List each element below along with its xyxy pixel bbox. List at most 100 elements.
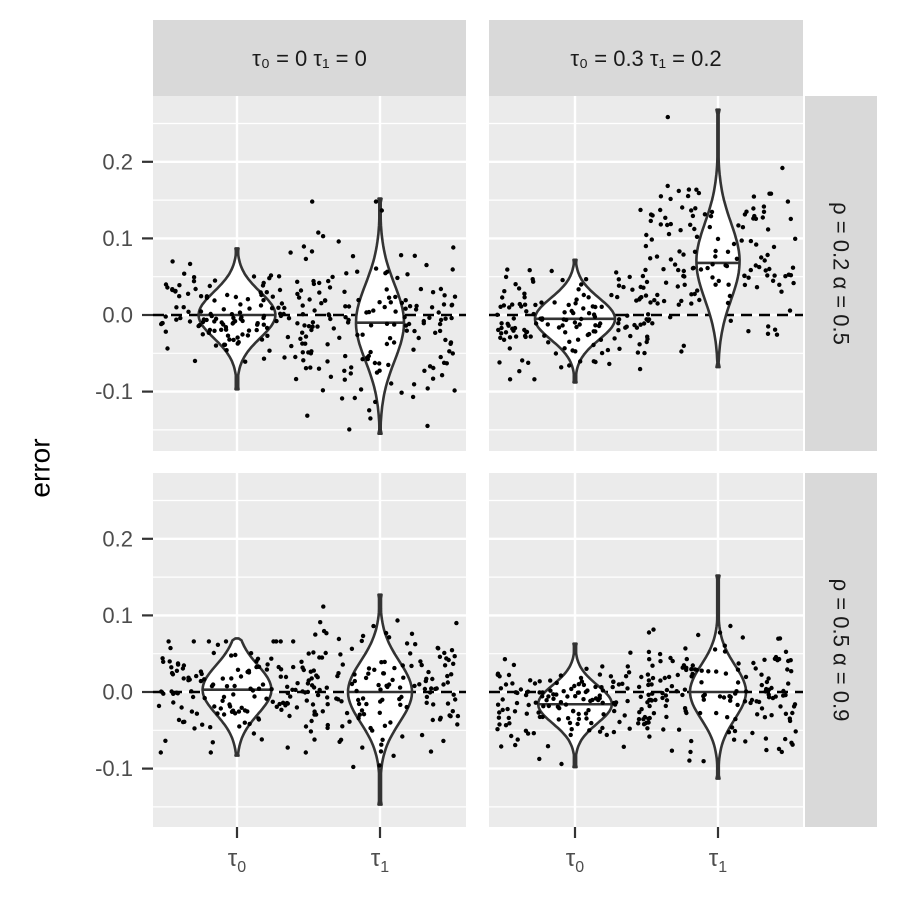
data-point <box>220 698 225 703</box>
data-point <box>731 241 737 247</box>
data-point <box>507 335 513 340</box>
data-point <box>511 662 517 668</box>
data-point <box>325 695 330 700</box>
data-point <box>499 325 504 331</box>
data-point <box>676 267 681 273</box>
data-point <box>644 232 649 238</box>
data-point <box>743 689 749 694</box>
data-point <box>450 267 455 272</box>
data-point <box>413 642 418 647</box>
data-point <box>381 671 387 676</box>
col-strip-label-0: τ₀ = 0 τ₁ = 0 <box>252 46 367 71</box>
row-strip-label-0: ρ = 0.2 α = 0.5 <box>829 202 854 345</box>
data-point <box>202 695 207 701</box>
data-point <box>647 734 652 739</box>
data-point <box>174 305 179 310</box>
data-point <box>599 304 604 309</box>
data-point <box>600 688 606 693</box>
data-point <box>670 658 675 664</box>
data-point <box>617 719 622 725</box>
data-point <box>713 254 718 259</box>
data-point <box>399 694 404 700</box>
data-point <box>282 305 287 311</box>
data-point <box>593 359 598 365</box>
data-point <box>291 664 296 670</box>
data-point <box>674 689 679 694</box>
data-point <box>766 324 771 329</box>
data-point <box>517 301 522 307</box>
data-point <box>496 715 502 720</box>
data-point <box>662 675 667 681</box>
data-point <box>320 234 326 239</box>
data-point <box>665 114 670 120</box>
data-point <box>418 659 423 664</box>
data-point <box>258 303 264 308</box>
data-point <box>630 287 635 292</box>
data-point <box>368 349 373 355</box>
data-point <box>753 666 758 671</box>
data-point <box>425 386 430 391</box>
data-point <box>551 692 556 697</box>
data-point <box>502 289 507 294</box>
data-point <box>270 294 275 299</box>
data-point <box>237 310 243 315</box>
data-point <box>699 668 704 673</box>
data-point <box>178 315 183 321</box>
data-point <box>646 720 651 725</box>
data-point <box>658 194 664 199</box>
data-point <box>637 710 642 715</box>
data-point <box>400 663 405 668</box>
data-point <box>378 749 384 754</box>
data-point <box>318 620 323 625</box>
data-point <box>376 682 381 688</box>
data-point <box>581 306 586 311</box>
panel-background <box>489 96 803 451</box>
data-point <box>327 313 332 318</box>
data-point <box>408 651 413 656</box>
data-point <box>191 275 197 280</box>
data-point <box>404 328 409 333</box>
data-point <box>313 632 318 637</box>
x-tick-label-base: τ <box>228 845 238 872</box>
data-point <box>576 682 581 687</box>
data-point <box>647 703 652 709</box>
data-point <box>391 340 397 345</box>
data-point <box>641 722 647 727</box>
data-point <box>387 336 393 341</box>
data-point <box>562 346 567 351</box>
data-point <box>560 323 565 328</box>
data-point <box>616 321 621 326</box>
data-point <box>787 308 793 313</box>
data-point <box>230 321 235 326</box>
data-point <box>405 272 410 277</box>
x-tick-label-tau0: τ0 <box>566 845 584 876</box>
data-point <box>759 672 764 677</box>
data-point <box>361 712 367 717</box>
data-point <box>191 639 196 644</box>
data-point <box>604 732 609 738</box>
data-point <box>359 708 365 713</box>
data-point <box>411 347 416 352</box>
data-point <box>766 692 771 697</box>
data-point <box>176 717 182 723</box>
data-point <box>589 720 594 726</box>
data-point <box>712 647 718 652</box>
data-point <box>638 207 643 213</box>
data-point <box>751 194 757 199</box>
data-point <box>163 738 168 743</box>
data-point <box>583 277 589 282</box>
data-point <box>229 653 234 658</box>
data-point <box>513 282 518 287</box>
data-point <box>194 673 199 679</box>
data-point <box>274 318 279 324</box>
data-point <box>168 645 173 651</box>
data-point <box>423 678 428 684</box>
data-point <box>384 321 390 326</box>
data-point <box>781 688 786 694</box>
data-point <box>213 343 219 348</box>
data-point <box>665 183 670 189</box>
data-point <box>540 714 545 720</box>
data-point <box>554 680 559 686</box>
data-point <box>202 677 207 682</box>
data-point <box>251 274 257 279</box>
